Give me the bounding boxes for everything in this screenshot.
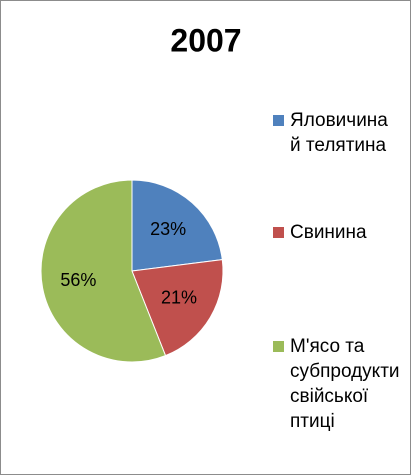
legend-entry: Свинина bbox=[273, 220, 403, 245]
data-label: 56% bbox=[60, 270, 96, 290]
legend-entry: Яловичина й телятина bbox=[273, 108, 403, 158]
chart-title: 2007 bbox=[170, 22, 241, 58]
legend-entry: М'ясо та субпродукти свійської птиці bbox=[273, 334, 403, 434]
legend-label: М'ясо та субпродукти свійської птиці bbox=[290, 336, 400, 432]
legend-label: Яловичина й телятина bbox=[290, 110, 388, 156]
legend-swatch bbox=[273, 227, 284, 238]
data-label: 23% bbox=[150, 219, 186, 239]
pie-slice bbox=[131, 179, 223, 272]
legend-swatch bbox=[273, 115, 284, 126]
legend-swatch bbox=[273, 341, 284, 352]
legend-label: Свинина bbox=[290, 222, 367, 243]
pie-slice bbox=[40, 179, 167, 363]
pie-slice bbox=[131, 259, 224, 357]
data-label: 21% bbox=[161, 288, 197, 308]
